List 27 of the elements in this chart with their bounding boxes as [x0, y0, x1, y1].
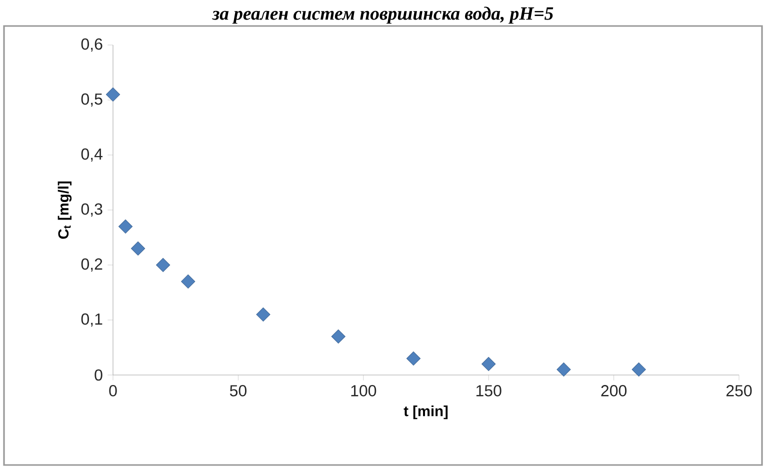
y-tick-label: 0,3 — [81, 203, 102, 217]
x-tick-label: 100 — [351, 385, 376, 396]
y-tick-label: 0,5 — [81, 93, 102, 107]
y-tick-label: 0,1 — [81, 313, 102, 327]
point — [331, 329, 346, 344]
y-tick-label: 0,6 — [81, 38, 102, 52]
point — [130, 241, 146, 256]
y-axis-title: C$_{t}$ [mg/l] — [58, 181, 72, 239]
x-tick-label: 50 — [230, 385, 246, 396]
point — [632, 362, 646, 377]
y-tick-label: 0,4 — [81, 148, 102, 162]
point — [106, 87, 120, 102]
point — [556, 362, 571, 377]
point — [256, 307, 270, 322]
point — [181, 274, 196, 289]
point — [406, 351, 421, 366]
point — [156, 258, 170, 272]
point — [118, 219, 133, 234]
y-tick-label: 0,2 — [81, 258, 102, 272]
x-axis-title: t [min] — [404, 406, 448, 420]
x-tick-label: 150 — [476, 385, 502, 396]
x-tick-label: 200 — [601, 385, 627, 396]
point — [482, 356, 496, 372]
x-tick-label: 0 — [109, 385, 117, 396]
chart-title: за реален систем површинска вода, pH=5 — [212, 6, 554, 24]
x-tick-label: 250 — [726, 385, 752, 396]
y-tick-label: 0 — [94, 369, 102, 381]
